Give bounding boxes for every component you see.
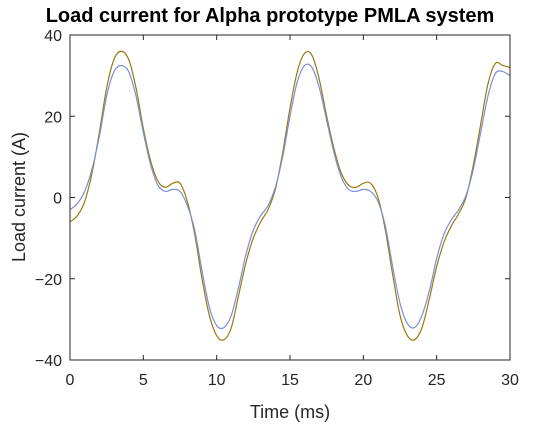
x-tick-label: 15: [281, 372, 299, 389]
plot-lines: [69, 50, 511, 341]
chart-title: Load current for Alpha prototype PMLA sy…: [46, 5, 495, 27]
x-tick-label: 5: [139, 372, 148, 389]
x-axis: 0 5 10 15 20 25 30: [66, 35, 519, 389]
x-tick-label: 0: [66, 372, 75, 389]
y-axis-label: Load current (A): [9, 132, 29, 262]
y-tick-label: −20: [35, 272, 62, 289]
y-tick-label: −40: [35, 353, 62, 370]
x-tick-label: 10: [208, 372, 226, 389]
y-axis: −40 −20 0 20 40: [35, 28, 510, 370]
x-tick-label: 30: [501, 372, 519, 389]
x-tick-label: 20: [354, 372, 372, 389]
series-line-2: [69, 63, 511, 330]
x-axis-label: Time (ms): [250, 402, 330, 422]
y-tick-label: 40: [44, 28, 62, 45]
series-line-1: [69, 50, 511, 341]
y-tick-label: 20: [44, 109, 62, 126]
plot-frame: [69, 34, 511, 361]
y-tick-label: 0: [53, 191, 62, 208]
x-tick-label: 25: [428, 372, 446, 389]
